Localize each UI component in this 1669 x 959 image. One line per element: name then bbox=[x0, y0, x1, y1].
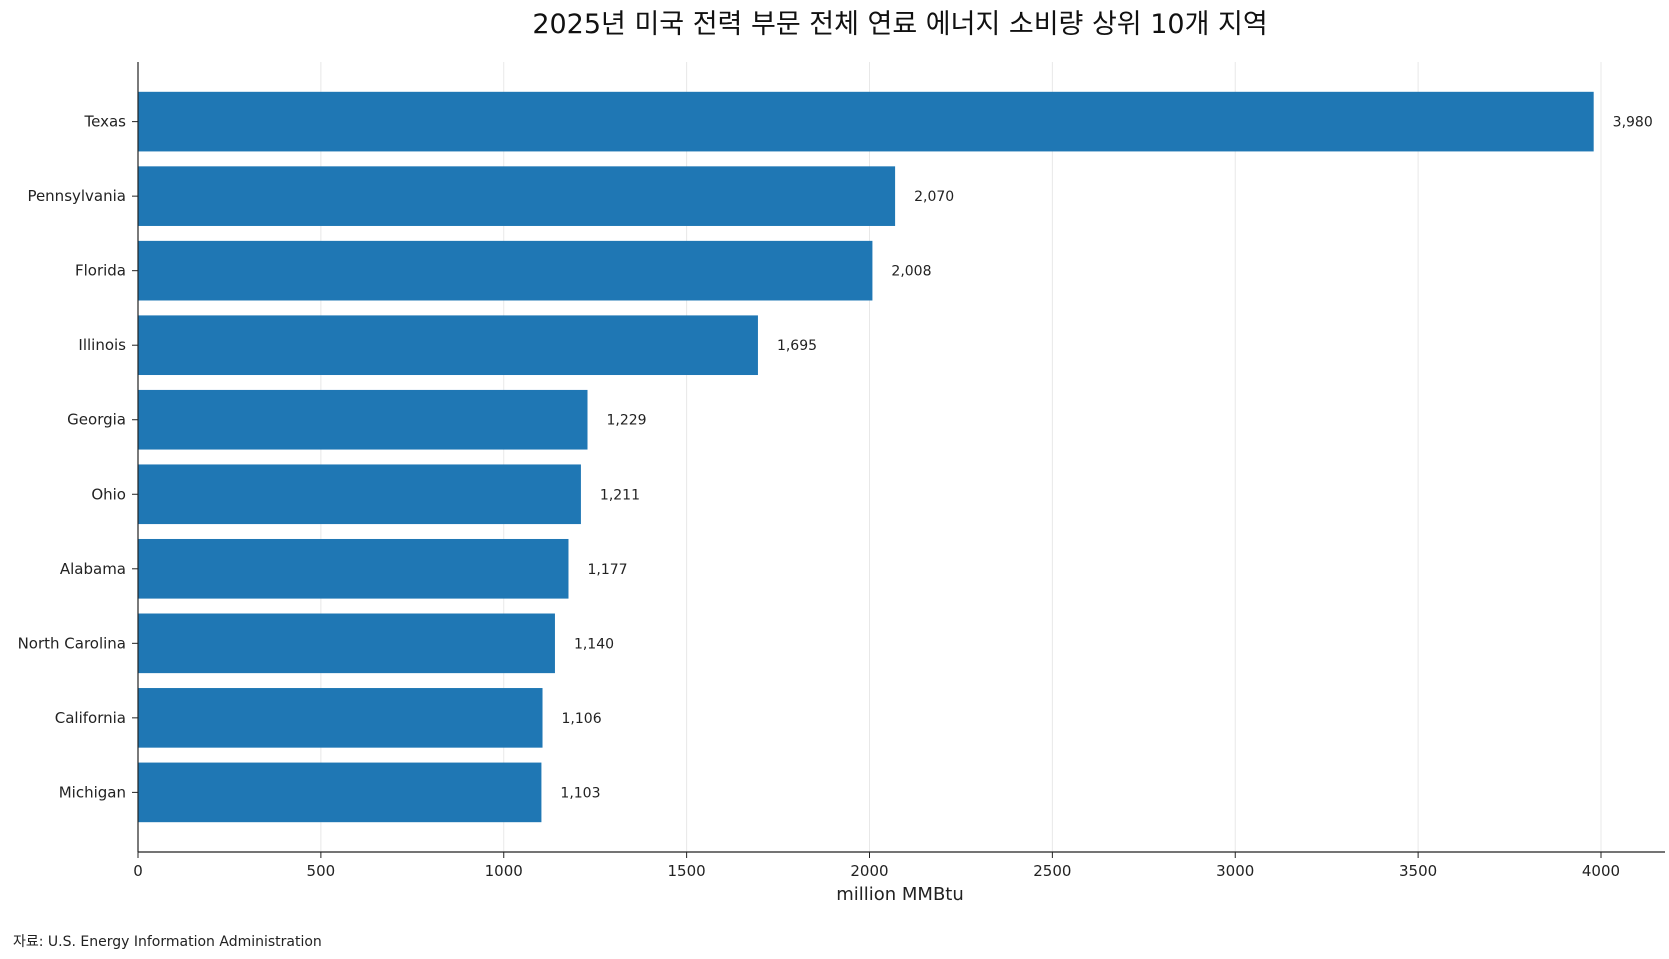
value-label: 1,103 bbox=[560, 785, 600, 801]
x-tick-label: 500 bbox=[307, 862, 336, 880]
bar-michigan bbox=[138, 762, 542, 823]
bar-pennsylvania bbox=[138, 166, 896, 226]
category-label: Texas bbox=[84, 113, 127, 131]
value-label: 1,177 bbox=[587, 562, 627, 578]
x-tick-label: 4000 bbox=[1582, 862, 1620, 880]
bar-alabama bbox=[138, 538, 569, 599]
category-label: California bbox=[55, 709, 126, 727]
bar-california bbox=[138, 688, 543, 748]
value-label: 1,211 bbox=[600, 487, 640, 503]
value-label: 1,695 bbox=[777, 338, 817, 354]
x-tick-label: 1000 bbox=[485, 862, 523, 880]
value-label: 1,229 bbox=[607, 413, 647, 429]
bar-ohio bbox=[138, 464, 581, 525]
category-label: Alabama bbox=[60, 560, 126, 578]
x-tick-label: 2500 bbox=[1033, 862, 1071, 880]
axes bbox=[132, 62, 1665, 858]
x-tick-label: 3000 bbox=[1216, 862, 1254, 880]
bar-north-carolina bbox=[138, 613, 555, 674]
labels: 0 500 1000 1500 2000 2500 3000 3500 4000 Texas 3,9… bbox=[18, 113, 1653, 880]
bar-florida bbox=[138, 240, 873, 301]
value-label: 2,070 bbox=[914, 189, 954, 205]
value-label: 1,106 bbox=[562, 711, 602, 727]
bar-georgia bbox=[138, 389, 588, 450]
x-axis-label: million MMBtu bbox=[836, 884, 964, 905]
category-label: Pennsylvania bbox=[27, 187, 126, 205]
category-label: Georgia bbox=[67, 411, 126, 429]
value-label: 3,980 bbox=[1613, 115, 1653, 131]
value-label: 1,140 bbox=[574, 636, 614, 652]
source-note: 자료: U.S. Energy Information Administrati… bbox=[13, 934, 322, 950]
category-label: Illinois bbox=[78, 336, 126, 354]
category-label: Ohio bbox=[91, 485, 126, 503]
x-tick-label: 0 bbox=[133, 862, 143, 880]
bar-texas bbox=[138, 91, 1594, 152]
chart-title: 2025년 미국 전력 부문 전체 연료 에너지 소비량 상위 10개 지역 bbox=[532, 9, 1267, 40]
bars bbox=[138, 91, 1594, 823]
value-label: 2,008 bbox=[891, 264, 931, 280]
x-tick-label: 2000 bbox=[850, 862, 888, 880]
category-label: North Carolina bbox=[18, 634, 126, 652]
x-tick-label: 1500 bbox=[668, 862, 706, 880]
category-label: Michigan bbox=[59, 783, 126, 801]
bar-illinois bbox=[138, 315, 758, 376]
category-label: Florida bbox=[75, 262, 126, 280]
x-tick-label: 3500 bbox=[1399, 862, 1437, 880]
